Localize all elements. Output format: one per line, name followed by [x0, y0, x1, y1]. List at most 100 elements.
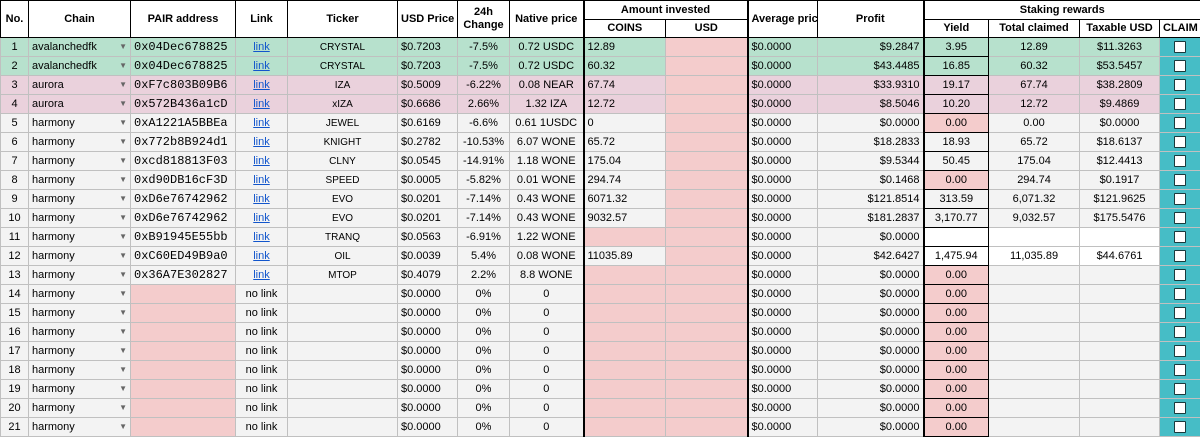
cell-taxable-usd[interactable]: $12.4413 [1079, 151, 1161, 171]
cell-24h-change[interactable]: -10.53% [457, 132, 510, 152]
cell-coins[interactable]: 9032.57 [582, 208, 666, 228]
chain-dropdown-icon[interactable]: ▼ [119, 346, 127, 355]
cell-claim[interactable] [1159, 189, 1200, 209]
cell-usd-price[interactable]: $0.6686 [397, 94, 458, 114]
cell-link[interactable]: link [235, 227, 288, 247]
claim-checkbox-icon[interactable] [1174, 363, 1187, 376]
cell-claim[interactable] [1159, 303, 1200, 323]
cell-taxable-usd[interactable] [1079, 265, 1161, 285]
cell-chain[interactable]: harmony ▼ [28, 398, 131, 418]
cell-pair-address[interactable]: 0xD6e76742962 [130, 208, 236, 228]
cell-24h-change[interactable]: 0% [457, 417, 510, 437]
claim-checkbox-icon[interactable] [1174, 249, 1187, 262]
cell-usd[interactable] [664, 379, 749, 399]
cell-usd[interactable] [664, 246, 749, 266]
cell-taxable-usd[interactable]: $175.5476 [1079, 208, 1161, 228]
cell-total-claimed[interactable]: 12.89 [988, 37, 1081, 57]
cell-native-price[interactable]: 1.32 IZA [509, 94, 584, 114]
cell-claim[interactable] [1159, 398, 1200, 418]
cell-total-claimed[interactable]: 65.72 [988, 132, 1081, 152]
cell-link[interactable]: no link [235, 417, 288, 437]
cell-coins[interactable] [582, 284, 666, 304]
cell-native-price[interactable]: 0 [509, 284, 584, 304]
cell-taxable-usd[interactable] [1079, 284, 1161, 304]
cell-link[interactable]: link [235, 113, 288, 133]
cell-coins[interactable]: 0 [582, 113, 666, 133]
cell-native-price[interactable]: 1.22 WONE [509, 227, 584, 247]
cell-coins[interactable] [582, 417, 666, 437]
cell-pair-address[interactable]: 0x04Dec678825 [130, 56, 236, 76]
cell-coins[interactable] [582, 379, 666, 399]
cell-total-claimed[interactable] [988, 265, 1081, 285]
cell-profit[interactable]: $0.0000 [817, 303, 925, 323]
cell-chain[interactable]: harmony ▼ [28, 189, 131, 209]
cell-link[interactable]: no link [235, 398, 288, 418]
cell-usd-price[interactable]: $0.0039 [397, 246, 458, 266]
cell-profit[interactable]: $0.0000 [817, 284, 925, 304]
cell-coins[interactable] [582, 265, 666, 285]
cell-chain[interactable]: harmony ▼ [28, 379, 131, 399]
cell-usd[interactable] [664, 322, 749, 342]
cell-chain[interactable]: harmony ▼ [28, 341, 131, 361]
cell-link-text[interactable]: link [253, 59, 270, 72]
cell-link[interactable]: link [235, 189, 288, 209]
cell-total-claimed[interactable]: 60.32 [988, 56, 1081, 76]
cell-link[interactable]: no link [235, 360, 288, 380]
cell-ticker[interactable]: TRANQ [287, 227, 398, 247]
cell-link-text[interactable]: link [253, 192, 270, 205]
cell-average-price[interactable]: $0.0000 [747, 360, 819, 380]
cell-no[interactable]: 3 [0, 75, 29, 95]
cell-taxable-usd[interactable] [1079, 303, 1161, 323]
cell-profit[interactable]: $0.0000 [817, 379, 925, 399]
cell-taxable-usd[interactable] [1079, 360, 1161, 380]
cell-native-price[interactable]: 0 [509, 322, 584, 342]
cell-average-price[interactable]: $0.0000 [747, 417, 819, 437]
cell-average-price[interactable]: $0.0000 [747, 265, 819, 285]
cell-ticker[interactable] [287, 341, 398, 361]
chain-dropdown-icon[interactable]: ▼ [119, 175, 127, 184]
cell-no[interactable]: 6 [0, 132, 29, 152]
cell-24h-change[interactable]: -5.82% [457, 170, 510, 190]
chain-dropdown-icon[interactable]: ▼ [119, 327, 127, 336]
cell-pair-address[interactable]: 0xcd818813F03 [130, 151, 236, 171]
cell-usd[interactable] [664, 417, 749, 437]
cell-link-text[interactable]: link [253, 211, 270, 224]
cell-usd[interactable] [664, 37, 749, 57]
cell-pair-address[interactable] [130, 398, 236, 418]
cell-profit[interactable]: $181.2837 [817, 208, 925, 228]
cell-ticker[interactable] [287, 417, 398, 437]
cell-yield[interactable]: 18.93 [923, 132, 990, 152]
cell-profit[interactable]: $42.6427 [817, 246, 925, 266]
cell-profit[interactable]: $43.4485 [817, 56, 925, 76]
cell-24h-change[interactable]: -7.5% [457, 56, 510, 76]
cell-24h-change[interactable]: -6.6% [457, 113, 510, 133]
header-yield[interactable]: Yield [923, 19, 990, 38]
cell-usd[interactable] [664, 208, 749, 228]
cell-native-price[interactable]: 0.43 WONE [509, 189, 584, 209]
header-chain[interactable]: Chain [28, 0, 131, 38]
cell-link-text[interactable]: link [253, 230, 270, 243]
cell-link[interactable]: no link [235, 379, 288, 399]
cell-coins[interactable]: 6071.32 [582, 189, 666, 209]
cell-profit[interactable]: $121.8514 [817, 189, 925, 209]
cell-24h-change[interactable]: 0% [457, 322, 510, 342]
cell-pair-address[interactable]: 0x36A7E302827 [130, 265, 236, 285]
header-average-price[interactable]: Average price [747, 0, 819, 38]
cell-coins[interactable]: 65.72 [582, 132, 666, 152]
cell-taxable-usd[interactable] [1079, 322, 1161, 342]
cell-usd-price[interactable]: $0.6169 [397, 113, 458, 133]
cell-taxable-usd[interactable]: $38.2809 [1079, 75, 1161, 95]
cell-usd-price[interactable]: $0.0000 [397, 360, 458, 380]
cell-ticker[interactable] [287, 379, 398, 399]
cell-usd-price[interactable]: $0.5009 [397, 75, 458, 95]
cell-claim[interactable] [1159, 265, 1200, 285]
cell-coins[interactable] [582, 341, 666, 361]
cell-usd[interactable] [664, 94, 749, 114]
cell-pair-address[interactable]: 0xB91945E55bb [130, 227, 236, 247]
cell-yield[interactable]: 0.00 [923, 341, 990, 361]
cell-ticker[interactable]: IZA [287, 75, 398, 95]
cell-profit[interactable]: $0.0000 [817, 113, 925, 133]
cell-claim[interactable] [1159, 151, 1200, 171]
cell-total-claimed[interactable] [988, 379, 1081, 399]
cell-average-price[interactable]: $0.0000 [747, 227, 819, 247]
